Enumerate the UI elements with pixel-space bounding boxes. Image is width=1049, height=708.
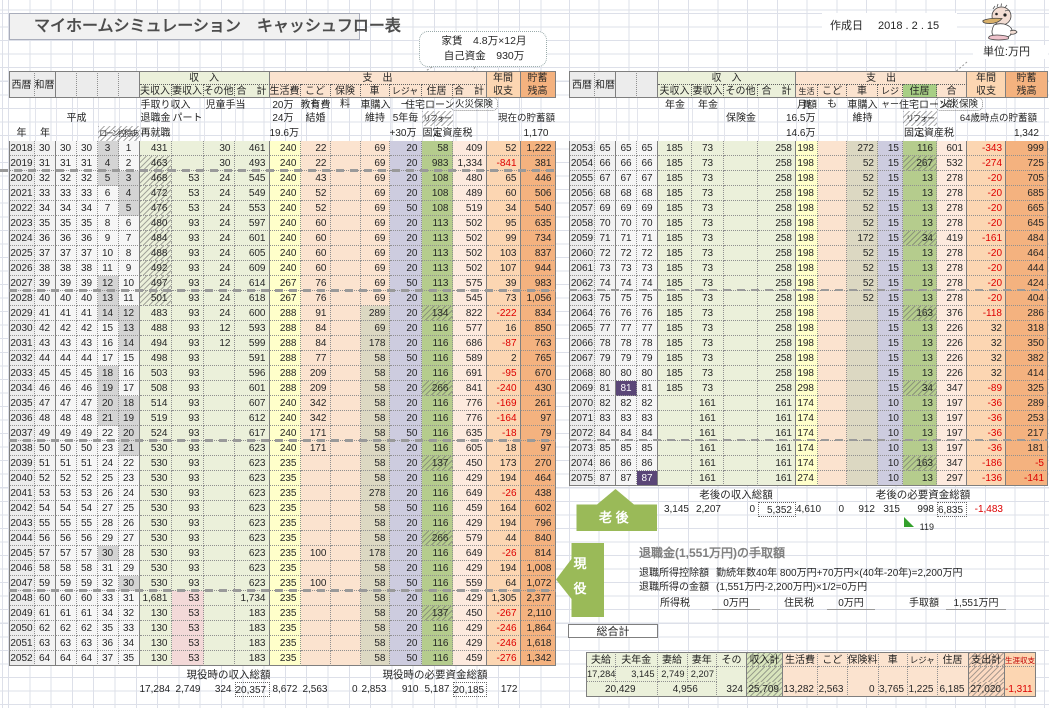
svg-text:現: 現 xyxy=(573,556,586,571)
svg-text:役: 役 xyxy=(573,581,586,596)
svg-text:老 後: 老 後 xyxy=(598,510,630,525)
